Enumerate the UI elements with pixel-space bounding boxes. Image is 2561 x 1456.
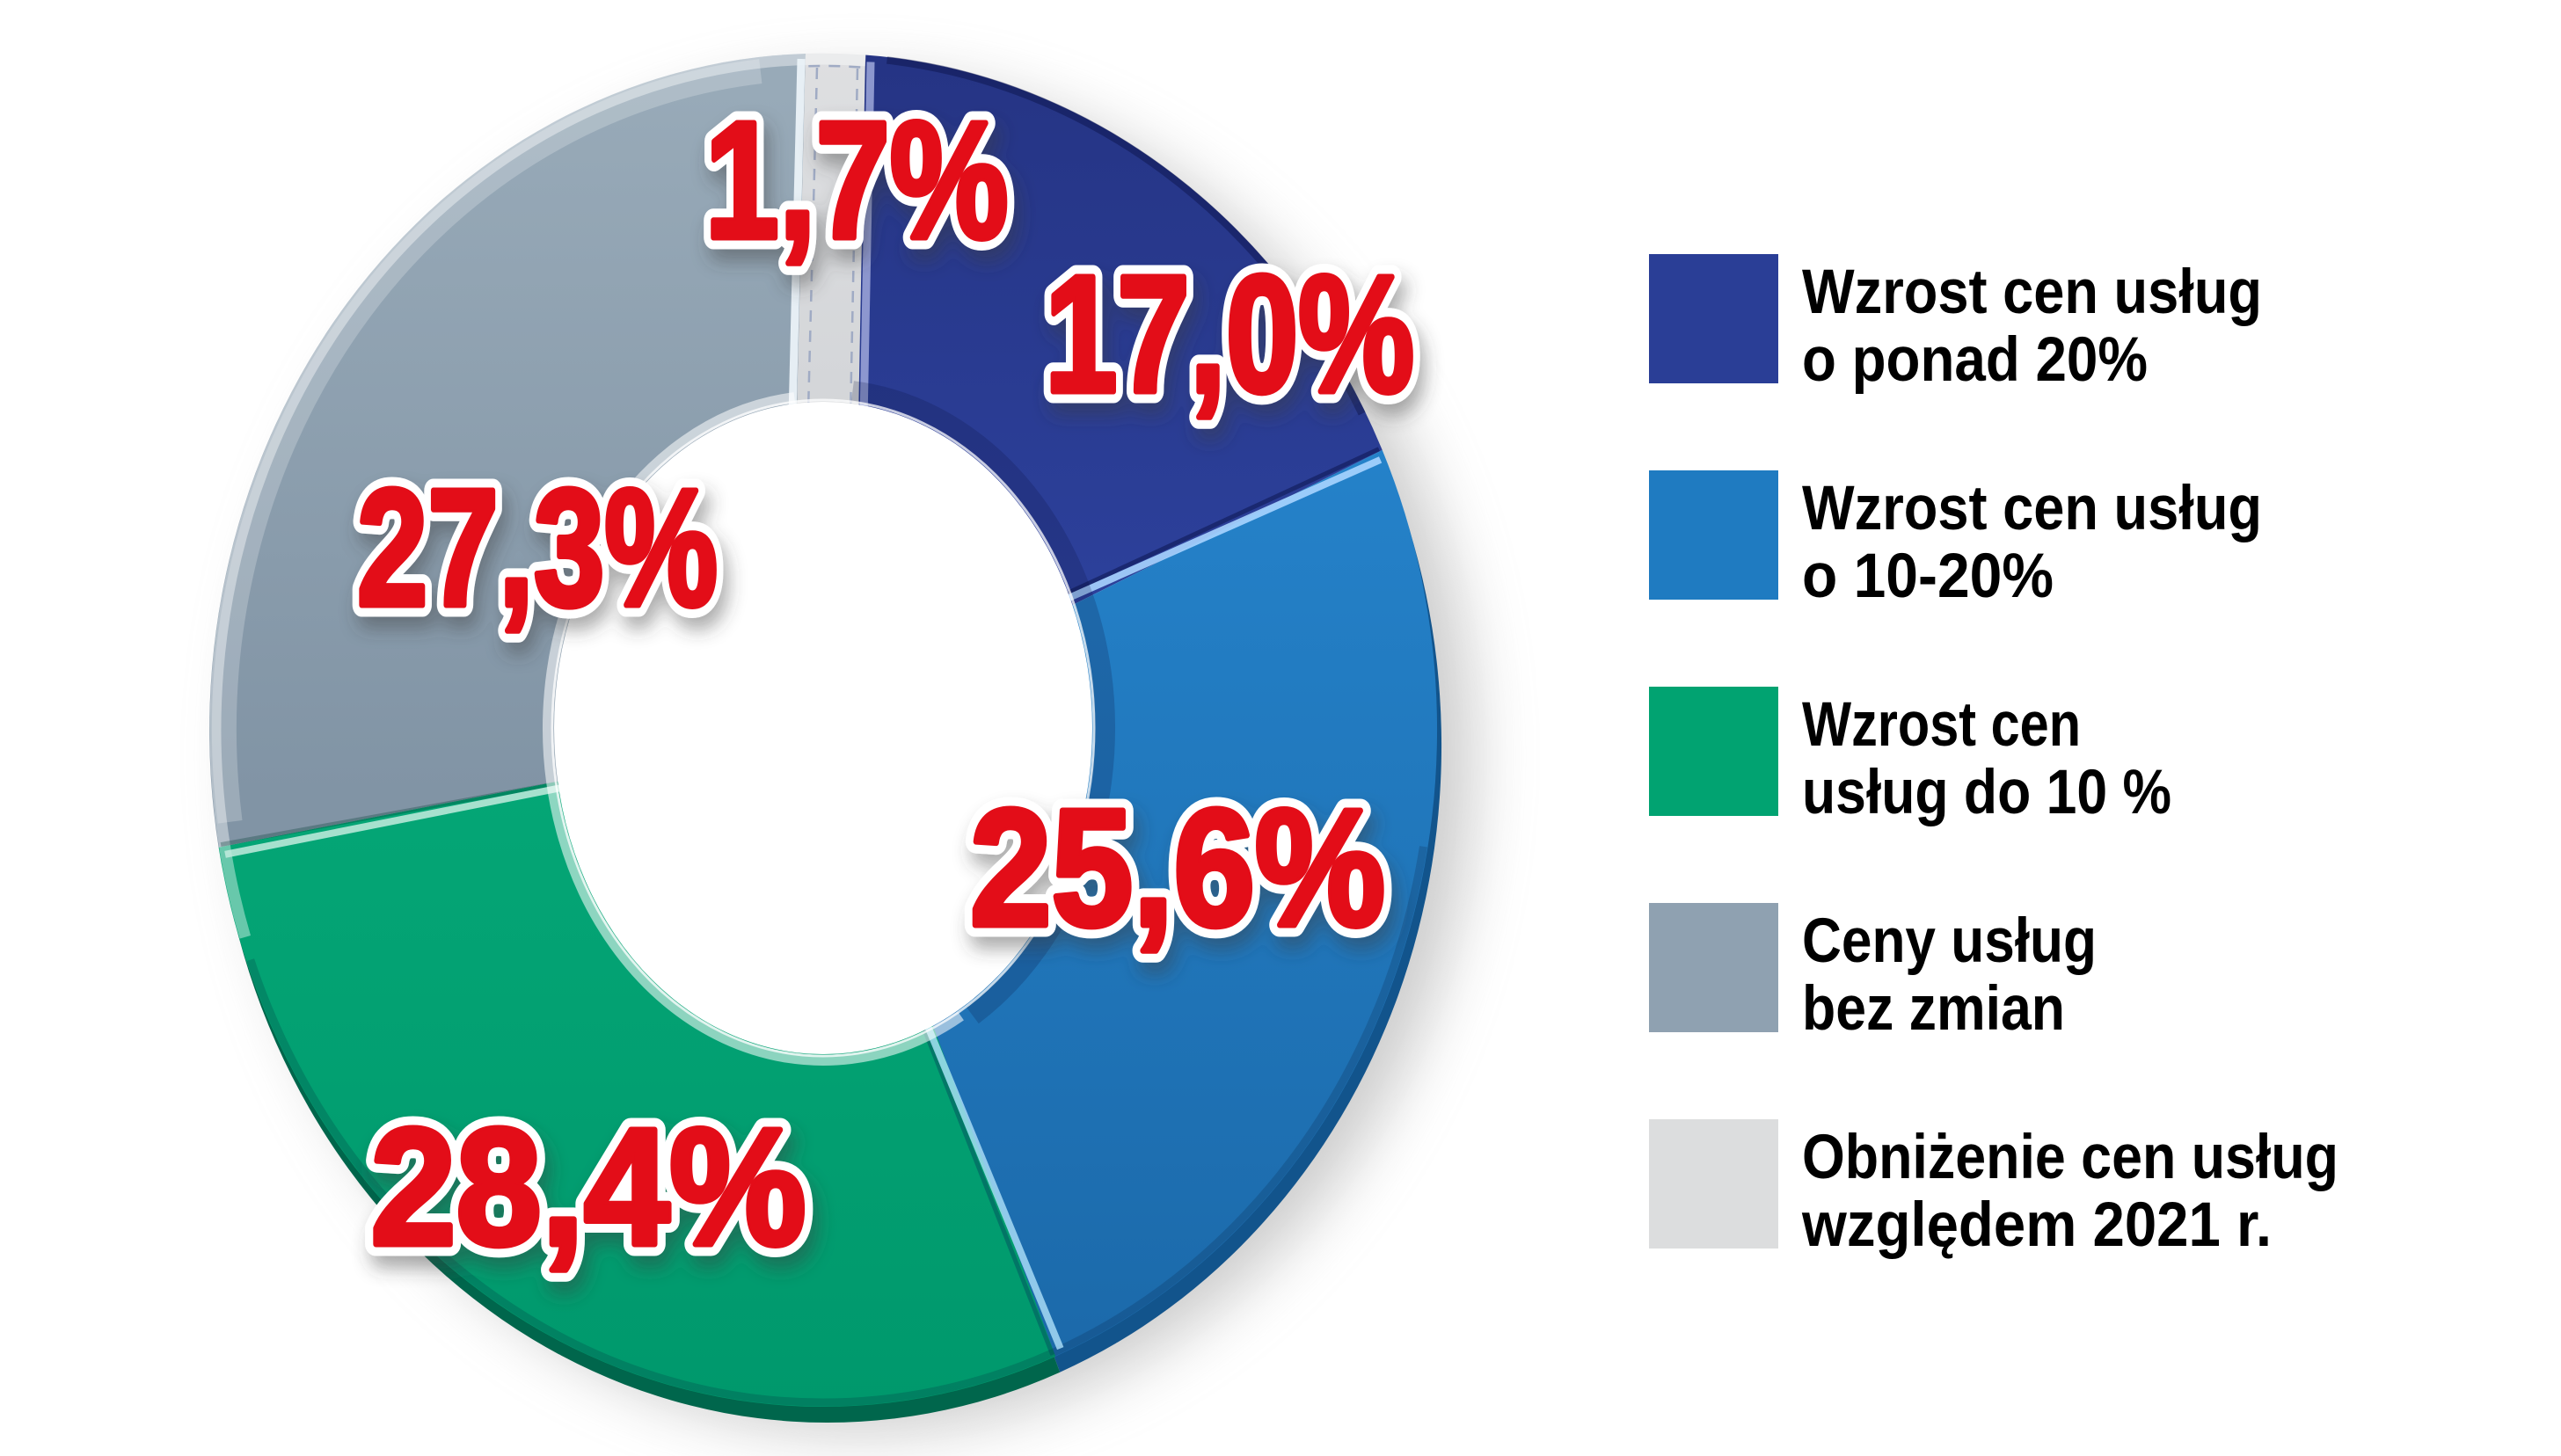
svg-text:Wzrost cen usług: Wzrost cen usług — [1802, 258, 2262, 327]
svg-text:17,0%: 17,0% — [1045, 242, 1414, 427]
svg-text:o ponad 20%: o ponad 20% — [1802, 325, 2148, 395]
svg-text:Wzrost cen: Wzrost cen — [1802, 690, 2081, 760]
svg-text:27,3%: 27,3% — [357, 455, 718, 641]
svg-text:o 10-20%: o 10-20% — [1802, 542, 2054, 611]
svg-text:28,4%: 28,4% — [371, 1095, 806, 1280]
svg-text:bez zmian: bez zmian — [1802, 974, 2065, 1044]
svg-text:Obniżenie cen usług: Obniżenie cen usług — [1802, 1123, 2338, 1192]
svg-text:Ceny usług: Ceny usług — [1802, 906, 2097, 976]
svg-text:względem 2021 r.: względem 2021 r. — [1801, 1190, 2272, 1260]
svg-text:1,7%: 1,7% — [705, 88, 1009, 273]
svg-text:17,0%: 17,0% — [1045, 242, 1414, 427]
svg-text:25,6%: 25,6% — [970, 775, 1385, 961]
svg-text:27,3%: 27,3% — [357, 455, 718, 641]
svg-text:28,4%: 28,4% — [371, 1095, 806, 1280]
svg-text:1,7%: 1,7% — [705, 88, 1009, 273]
svg-text:25,6%: 25,6% — [970, 775, 1385, 961]
svg-text:Wzrost cen usług: Wzrost cen usług — [1802, 474, 2262, 543]
svg-text:usług do 10 %: usług do 10 % — [1802, 758, 2171, 827]
